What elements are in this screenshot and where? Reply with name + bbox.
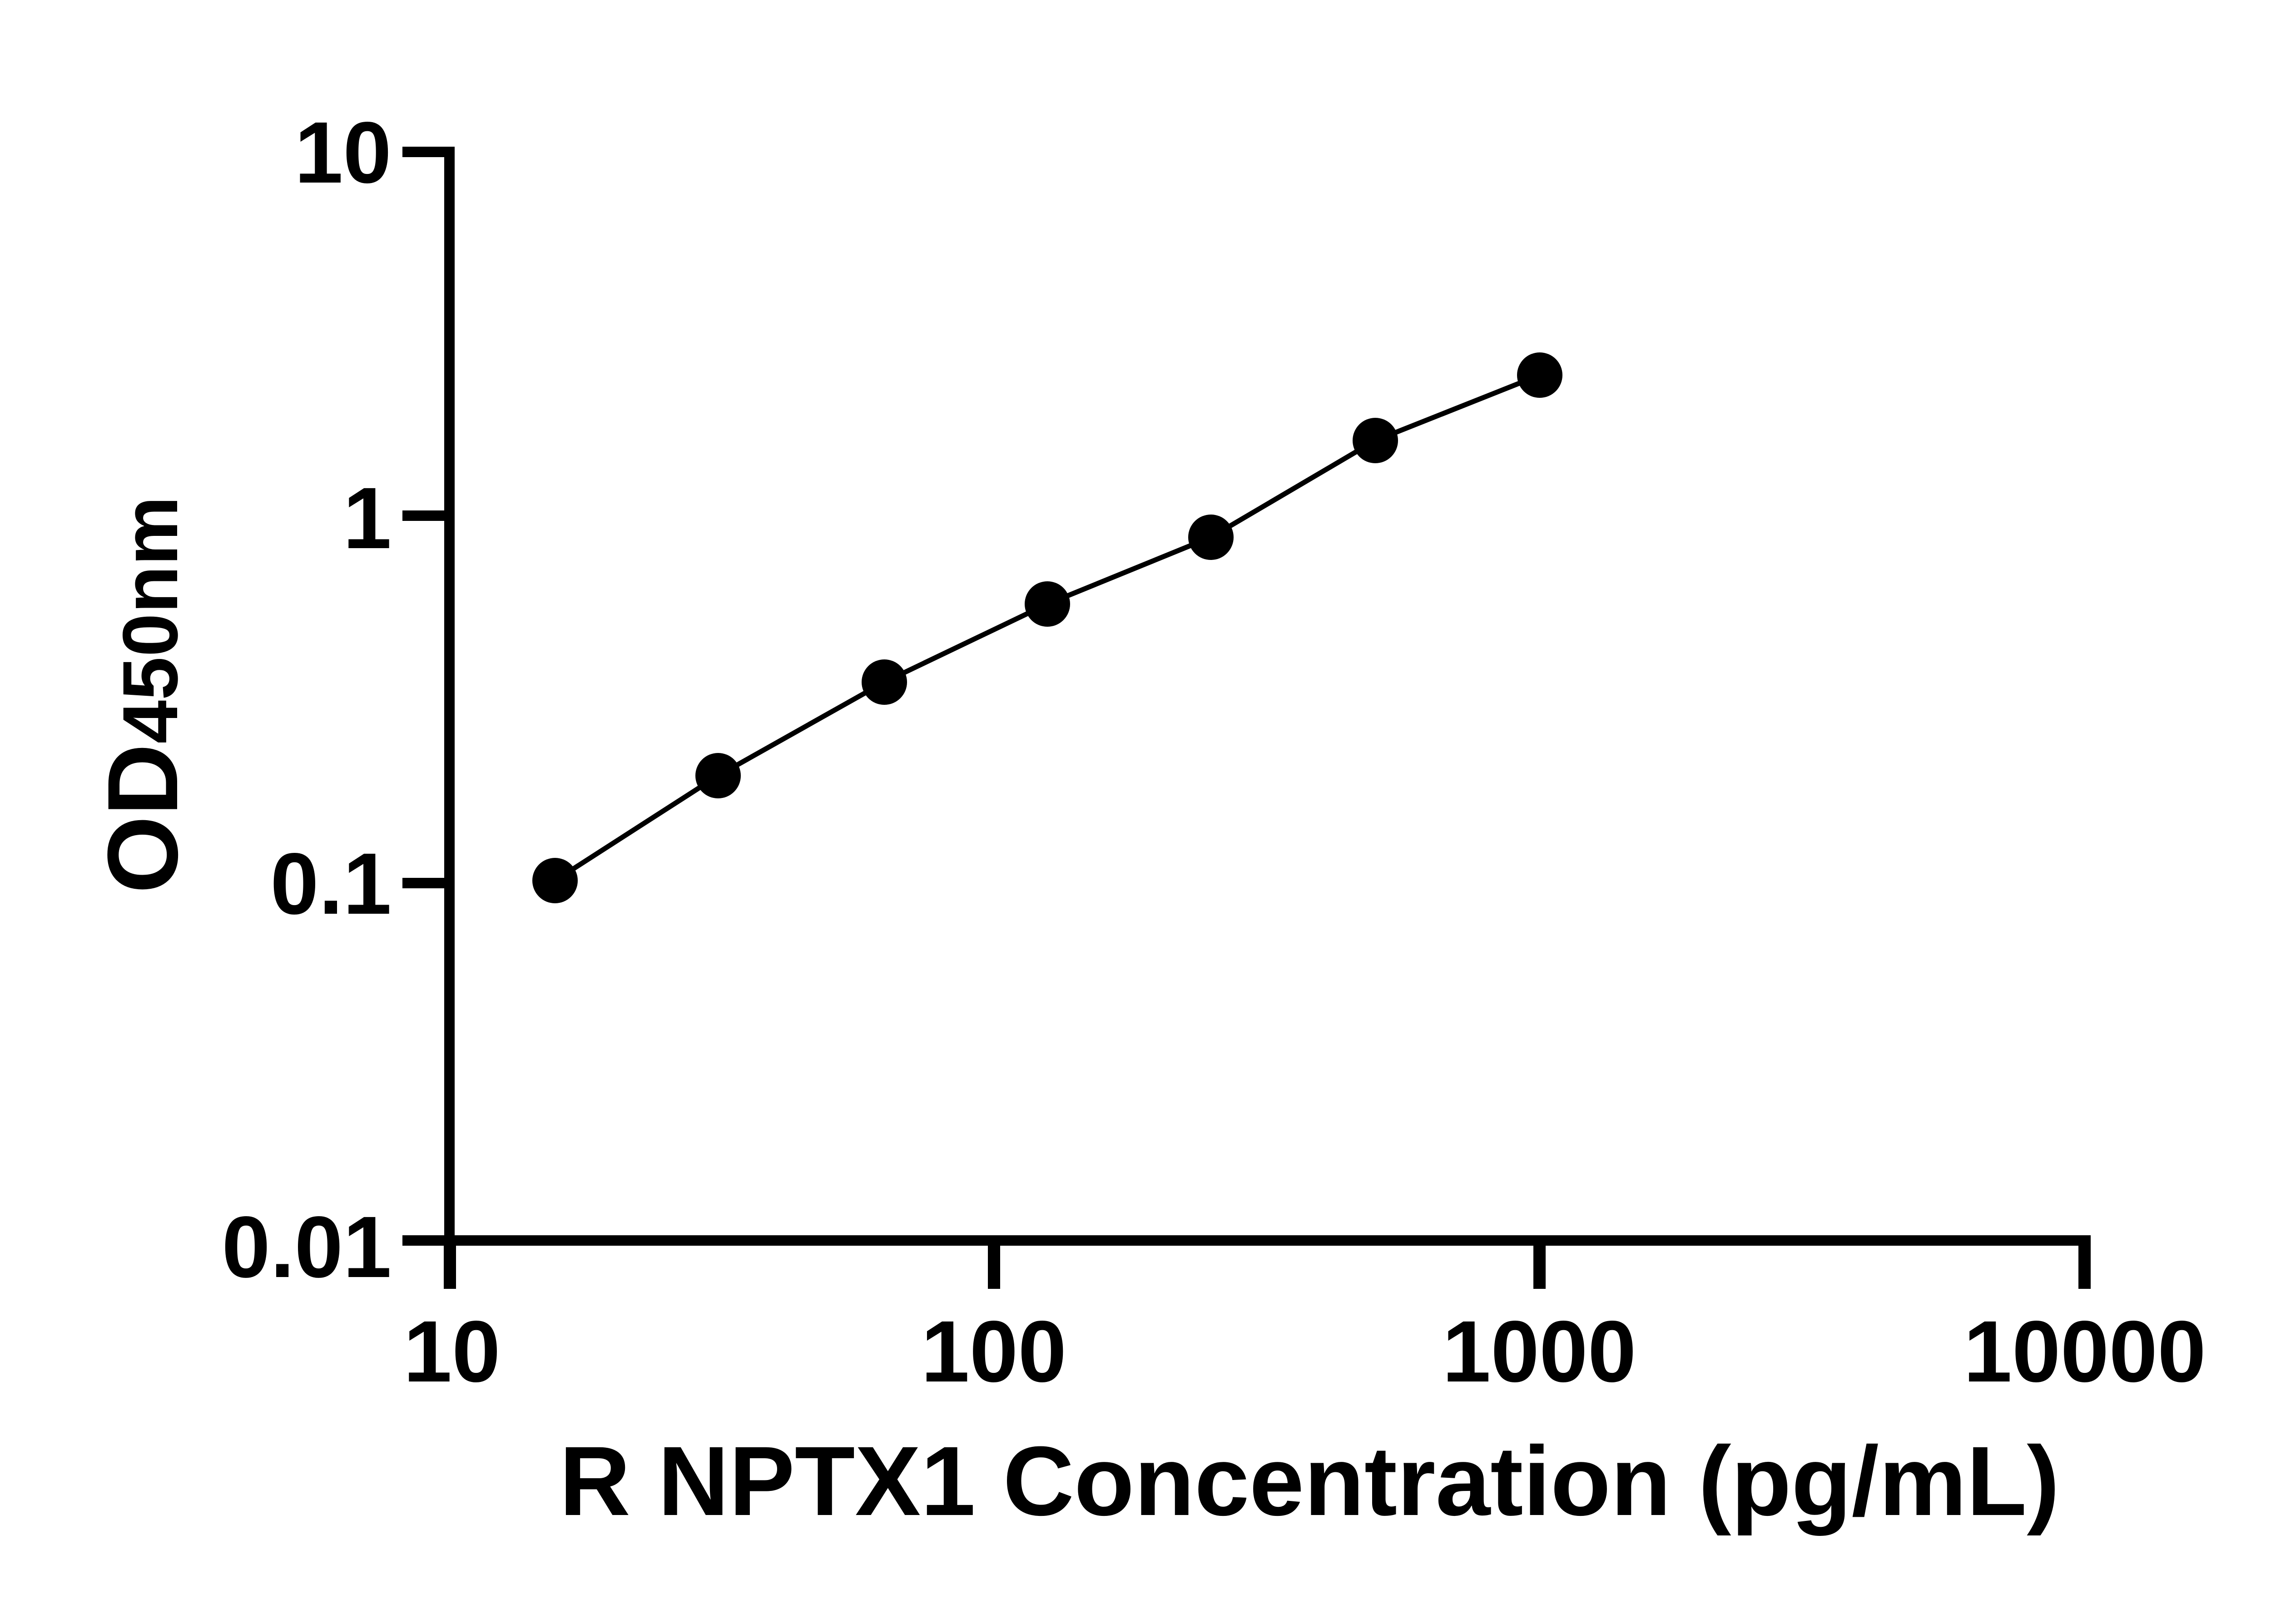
svg-text:1: 1 (343, 469, 392, 567)
svg-text:100: 100 (921, 1302, 1066, 1400)
svg-text:10000: 10000 (1964, 1302, 2206, 1400)
svg-text:10: 10 (294, 104, 392, 201)
svg-text:1000: 1000 (1442, 1302, 1636, 1400)
svg-text:R NPTX1 Concentration (pg/mL): R NPTX1 Concentration (pg/mL) (559, 1426, 2059, 1536)
svg-text:OD450nm: OD450nm (87, 496, 198, 894)
svg-text:0.1: 0.1 (270, 835, 392, 932)
svg-text:10: 10 (403, 1302, 501, 1400)
svg-text:0.01: 0.01 (222, 1198, 392, 1296)
